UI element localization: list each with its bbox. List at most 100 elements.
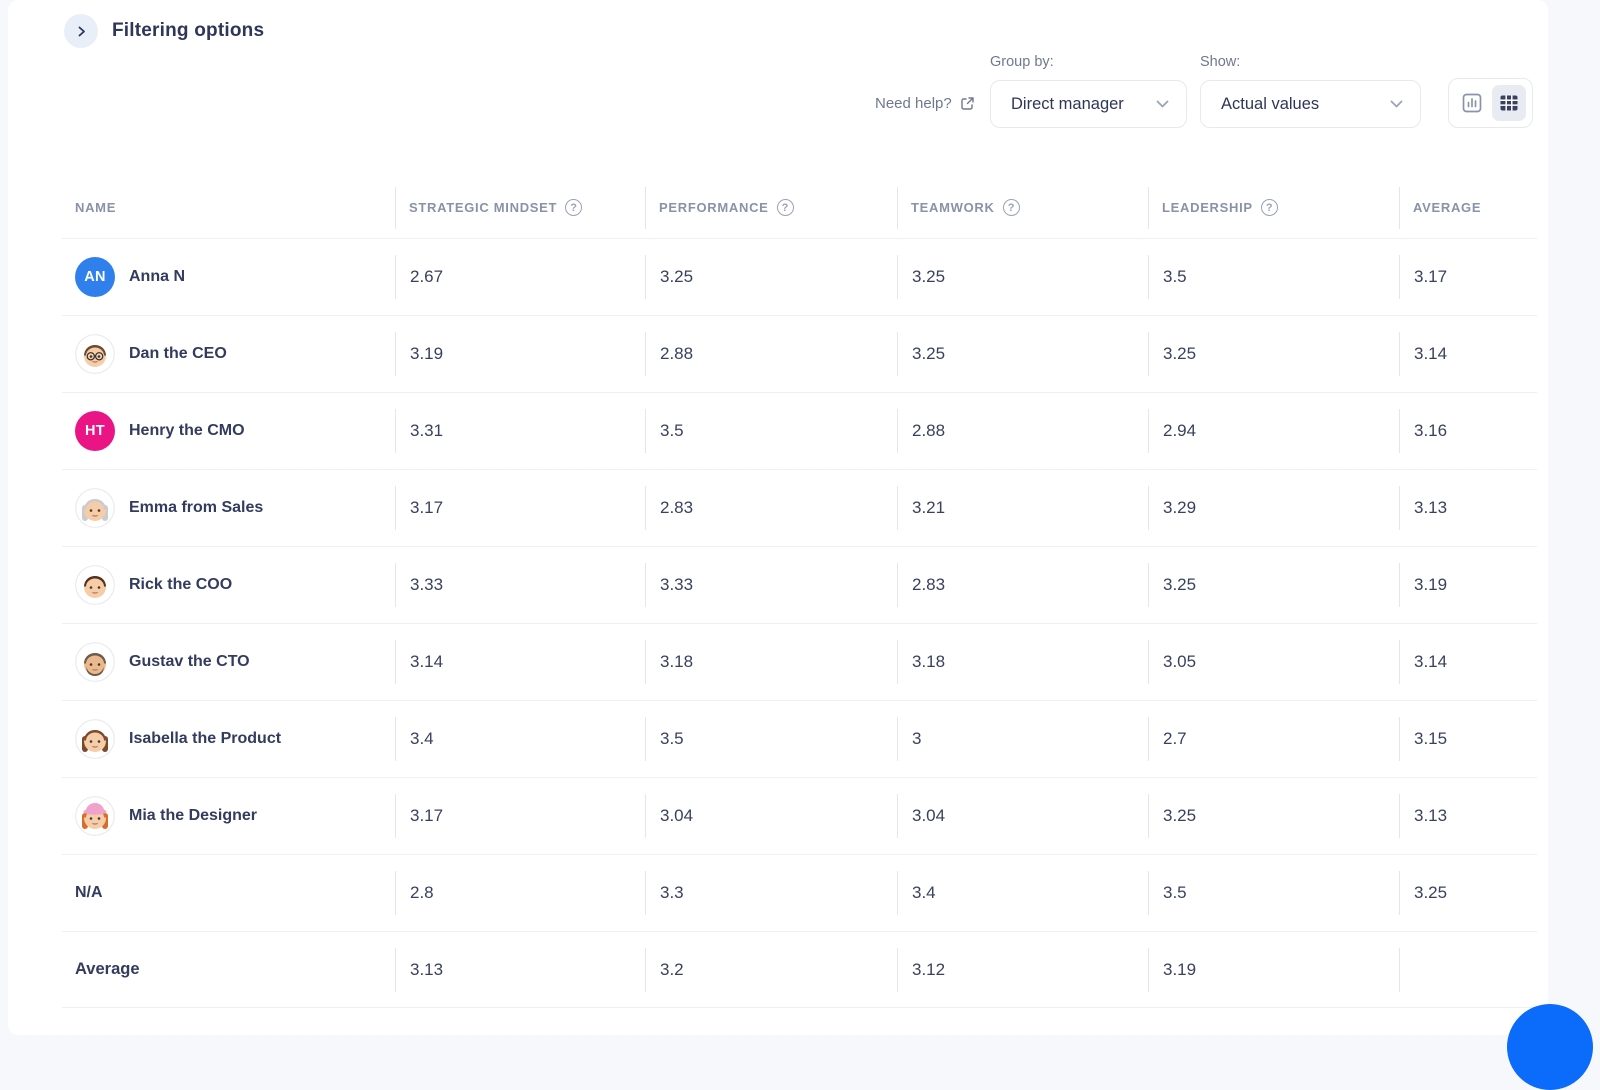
person-name: Emma from Sales xyxy=(129,499,264,516)
help-icon[interactable]: ? xyxy=(776,199,794,216)
chevron-down-icon xyxy=(1156,100,1169,108)
table-header-row: NAME STRATEGIC MINDSET? PERFORMANCE? TEAMWO… xyxy=(62,177,1537,238)
column-header-label: NAME xyxy=(75,200,117,215)
column-header-label: TEAMWORK xyxy=(911,200,995,215)
chart-view-button[interactable] xyxy=(1455,85,1490,121)
table-icon xyxy=(1500,95,1518,111)
column-header-label: LEADERSHIP xyxy=(1162,200,1253,215)
score-cell: 3.25 xyxy=(1148,316,1399,392)
score-cell: 3.13 xyxy=(1399,470,1537,546)
performance-table: NAME STRATEGIC MINDSET? PERFORMANCE? TEAMWO… xyxy=(62,177,1537,1008)
table-row: Rick the COO 3.33 3.33 2.83 3.25 3.19 xyxy=(62,546,1537,623)
need-help-label: Need help? xyxy=(875,95,952,112)
score-cell: 3.25 xyxy=(1148,547,1399,623)
chat-fab-button[interactable] xyxy=(1507,1004,1593,1090)
table-row: N/A 2.8 3.3 3.4 3.5 3.25 xyxy=(62,854,1537,931)
name-cell: HT Henry the CMO xyxy=(62,393,395,469)
chevron-down-icon xyxy=(1390,100,1403,108)
avatar xyxy=(75,642,115,682)
table-view-button[interactable] xyxy=(1491,85,1526,121)
avatar xyxy=(75,334,115,374)
score-cell: 3.25 xyxy=(897,239,1148,315)
score-cell xyxy=(1399,932,1537,1007)
column-header-performance: PERFORMANCE? xyxy=(645,177,897,238)
table-body: AN Anna N 2.67 3.25 3.25 3.5 3.17 Dan the CEO 3.… xyxy=(62,238,1537,1008)
column-header-leadership: LEADERSHIP? xyxy=(1148,177,1399,238)
score-cell: 3.04 xyxy=(897,778,1148,854)
score-cell: 3.31 xyxy=(395,393,645,469)
score-cell: 3.21 xyxy=(897,470,1148,546)
column-header-label: AVERAGE xyxy=(1413,200,1482,215)
person-name: Rick the COO xyxy=(129,576,233,593)
score-cell: 2.67 xyxy=(395,239,645,315)
help-icon[interactable]: ? xyxy=(1260,199,1278,216)
avatar: HT xyxy=(75,411,115,451)
score-cell: 3 xyxy=(897,701,1148,777)
score-cell: 3.5 xyxy=(645,393,897,469)
filtering-options-title: Filtering options xyxy=(112,20,265,41)
table-row: Dan the CEO 3.19 2.88 3.25 3.25 3.14 xyxy=(62,315,1537,392)
score-cell: 3.17 xyxy=(395,470,645,546)
score-cell: 3.33 xyxy=(395,547,645,623)
score-cell: 3.13 xyxy=(1399,778,1537,854)
name-cell: Mia the Designer xyxy=(62,778,395,854)
filter-bar: Filtering options xyxy=(64,14,264,48)
column-header-name: NAME xyxy=(62,177,395,238)
column-header-average: AVERAGE xyxy=(1399,177,1537,238)
score-cell: 3.05 xyxy=(1148,624,1399,700)
score-cell: 3.25 xyxy=(1399,855,1537,931)
name-cell: Average xyxy=(62,932,395,1007)
avatar: AN xyxy=(75,257,115,297)
table-row: Gustav the CTO 3.14 3.18 3.18 3.05 3.14 xyxy=(62,623,1537,700)
score-cell: 3.33 xyxy=(645,547,897,623)
person-name: Mia the Designer xyxy=(129,807,258,824)
content-card: Filtering options Need help? Group by: D… xyxy=(8,0,1548,1035)
help-icon[interactable]: ? xyxy=(565,199,583,216)
score-cell: 3.18 xyxy=(645,624,897,700)
avatar xyxy=(75,796,115,836)
column-header-teamwork: TEAMWORK? xyxy=(897,177,1148,238)
person-name: Average xyxy=(75,960,140,978)
score-cell: 3.19 xyxy=(1148,932,1399,1007)
name-cell: AN Anna N xyxy=(62,239,395,315)
score-cell: 3.14 xyxy=(1399,316,1537,392)
name-cell: Dan the CEO xyxy=(62,316,395,392)
score-cell: 3.17 xyxy=(395,778,645,854)
score-cell: 3.12 xyxy=(897,932,1148,1007)
help-icon[interactable]: ? xyxy=(1002,199,1020,216)
need-help-link[interactable]: Need help? xyxy=(875,95,975,112)
score-cell: 2.8 xyxy=(395,855,645,931)
group-by-value: Direct manager xyxy=(1011,94,1124,113)
score-cell: 3.29 xyxy=(1148,470,1399,546)
group-by-dropdown[interactable]: Direct manager xyxy=(990,80,1187,128)
score-cell: 3.17 xyxy=(1399,239,1537,315)
score-cell: 3.19 xyxy=(1399,547,1537,623)
avatar xyxy=(75,565,115,605)
column-header-label: STRATEGIC MINDSET xyxy=(409,200,558,215)
show-dropdown[interactable]: Actual values xyxy=(1200,80,1421,128)
score-cell: 3.3 xyxy=(645,855,897,931)
score-cell: 3.2 xyxy=(645,932,897,1007)
show-label: Show: xyxy=(1200,54,1241,70)
name-cell: Gustav the CTO xyxy=(62,624,395,700)
score-cell: 2.94 xyxy=(1148,393,1399,469)
score-cell: 3.5 xyxy=(1148,855,1399,931)
score-cell: 2.88 xyxy=(897,393,1148,469)
person-name: Isabella the Product xyxy=(129,730,282,747)
avatar xyxy=(75,488,115,528)
score-cell: 3.5 xyxy=(645,701,897,777)
score-cell: 2.88 xyxy=(645,316,897,392)
table-row: Mia the Designer 3.17 3.04 3.04 3.25 3.13 xyxy=(62,777,1537,854)
score-cell: 3.4 xyxy=(395,701,645,777)
score-cell: 2.83 xyxy=(645,470,897,546)
table-row: AN Anna N 2.67 3.25 3.25 3.5 3.17 xyxy=(62,238,1537,315)
score-cell: 3.18 xyxy=(897,624,1148,700)
avatar xyxy=(75,719,115,759)
bar-chart-icon xyxy=(1462,93,1482,113)
name-cell: Isabella the Product xyxy=(62,701,395,777)
score-cell: 3.25 xyxy=(645,239,897,315)
filtering-options-toggle[interactable] xyxy=(64,14,98,48)
score-cell: 3.04 xyxy=(645,778,897,854)
person-name: Gustav the CTO xyxy=(129,653,250,670)
table-row: Isabella the Product 3.4 3.5 3 2.7 3.15 xyxy=(62,700,1537,777)
